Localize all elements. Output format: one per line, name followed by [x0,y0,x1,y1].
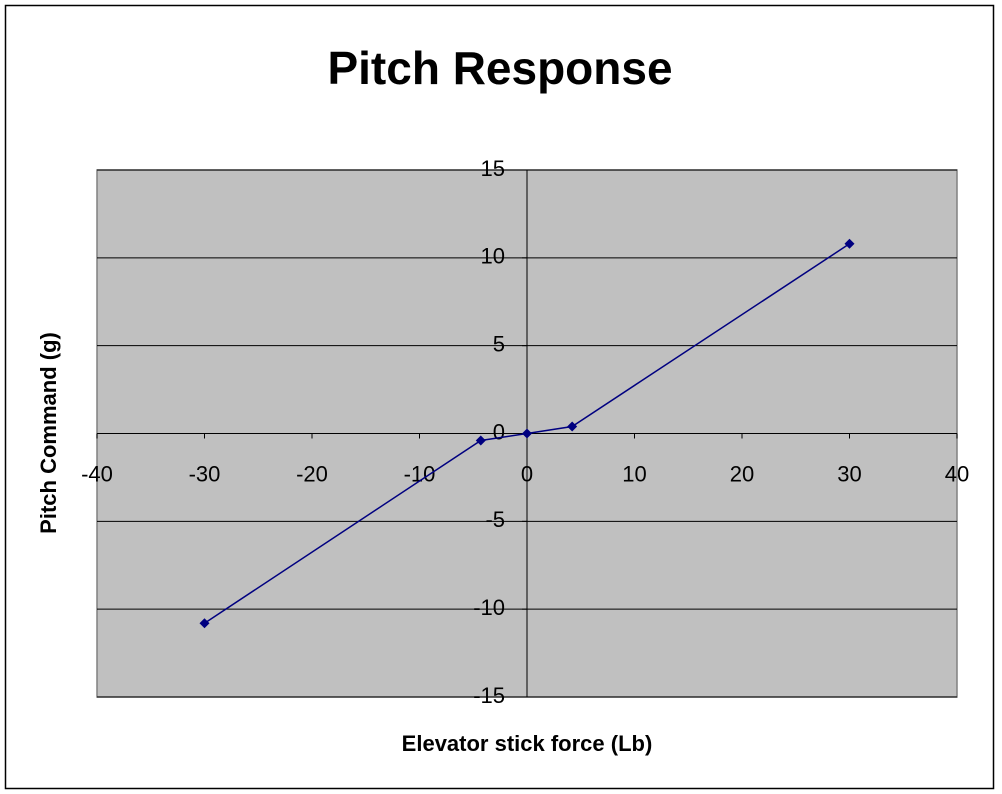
chart-title: Pitch Response [327,42,672,94]
data-point [199,618,210,629]
x-tick-label: 10 [622,461,646,486]
data-point [475,435,486,446]
x-tick-label: -40 [81,461,113,486]
x-tick-label: 30 [837,461,861,486]
y-tick-label: -15 [473,683,505,708]
x-tick-label: 20 [730,461,754,486]
x-tick-label: -30 [189,461,221,486]
x-tick-label: 0 [521,461,533,486]
x-axis-title: Elevator stick force (Lb) [402,731,653,756]
data-point [844,238,855,249]
y-axis-title: Pitch Command (g) [36,332,61,534]
y-tick-label: 5 [493,331,505,356]
x-tick-label: 40 [945,461,969,486]
y-tick-label: 10 [481,244,505,269]
data-point [522,428,532,439]
y-tick-label: 0 [493,419,505,444]
x-tick-label: -20 [296,461,328,486]
y-tick-label: -5 [485,507,505,532]
y-tick-label: -10 [473,595,505,620]
data-point [567,421,578,432]
y-tick-label: 15 [481,156,505,181]
